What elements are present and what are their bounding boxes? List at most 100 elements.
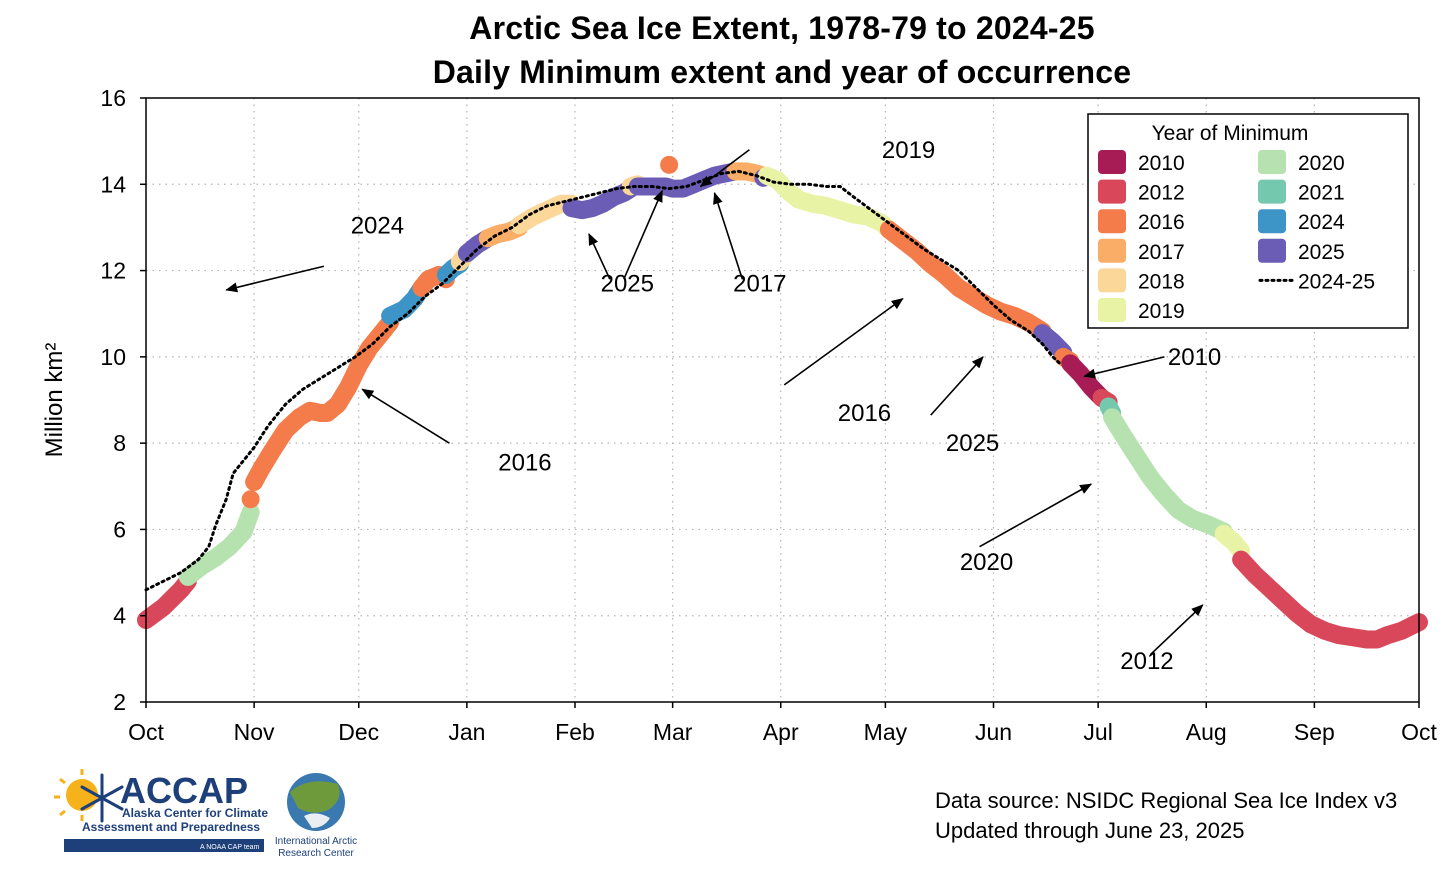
annotation-label: 2019 (882, 137, 935, 164)
series-2019-segment (757, 166, 898, 239)
series-2024-25-line (144, 169, 1062, 592)
series-2020-segment (178, 503, 260, 586)
x-tick-label: Nov (234, 719, 275, 745)
x-tick-label: Jan (448, 719, 485, 745)
y-tick-label: 2 (113, 689, 126, 715)
legend-swatch-2017 (1098, 238, 1126, 263)
legend-swatch-2019 (1098, 298, 1126, 322)
x-tick-label: Jun (975, 719, 1012, 745)
y-tick-label: 8 (113, 430, 126, 456)
outlier-group (660, 155, 679, 174)
legend-label-2018: 2018 (1138, 270, 1185, 293)
accap-line2: Assessment and Preparedness (82, 820, 260, 834)
legend-label-2024: 2024 (1298, 211, 1345, 234)
annotation-arrow (699, 149, 750, 188)
annotation-label: 2025 (601, 271, 654, 298)
legend-label-2025: 2025 (1298, 241, 1345, 264)
x-tick-label: Apr (763, 719, 799, 745)
y-tick-label: 4 (113, 603, 126, 629)
legend-label-2020: 2020 (1298, 152, 1345, 175)
annotation-arrow (783, 297, 904, 386)
annotation-label: 2016 (838, 400, 891, 427)
chart-title: Arctic Sea Ice Extent, 1978-79 to 2024-2… (469, 10, 1095, 46)
x-tick-label: Sep (1294, 719, 1335, 745)
legend-label-2016: 2016 (1138, 211, 1185, 234)
annotation-label: 2020 (960, 549, 1013, 576)
x-tick-label: Oct (1401, 719, 1437, 745)
x-tick-label: Aug (1186, 719, 1227, 745)
accap-name: ACCAP (120, 770, 248, 811)
iarc-line1: International Arctic (275, 836, 357, 847)
y-tick-label: 10 (100, 344, 126, 370)
legend-swatch-2016 (1098, 209, 1126, 234)
series-2016-segment (879, 220, 1052, 340)
annotation-arrow (1149, 604, 1204, 656)
legend-label-2019: 2019 (1138, 300, 1185, 323)
annotation-arrow (713, 191, 744, 280)
annotation-arrow (623, 189, 663, 280)
accap-logo: ACCAP Alaska Center for Climate Assessme… (54, 769, 268, 852)
annotation-label: 2024 (351, 212, 404, 239)
series-2016-segment (241, 490, 260, 509)
annotation-label: 2010 (1168, 344, 1221, 371)
legend-swatch-2025 (1258, 238, 1286, 263)
annotations-group: 2024 2016 2025 2017 2019 2016 2025 2010 2020 2012 (225, 137, 1221, 675)
annotation-arrow (225, 265, 325, 293)
y-tick-label: 14 (100, 171, 126, 197)
data-source-text: Data source: NSIDC Regional Sea Ice Inde… (935, 788, 1398, 813)
x-tick-label: Mar (653, 719, 693, 745)
legend-swatch-2024 (1258, 209, 1286, 234)
plot-frame (145, 97, 1420, 703)
legend-swatch-2010 (1098, 150, 1126, 174)
annotation-label: 2012 (1120, 648, 1173, 675)
x-tick-label: Oct (128, 719, 164, 745)
outlier-2016-point (660, 155, 679, 174)
legend-title: Year of Minimum (1152, 122, 1309, 145)
iarc-logo: International Arctic Research Center (275, 773, 357, 859)
annotation-arrow (1083, 356, 1165, 379)
series-2020-segment (1103, 408, 1233, 541)
accap-tag: A NOAA CAP team (200, 844, 260, 851)
annotation-arrow (979, 483, 1093, 548)
y-axis-label: Million km² (41, 343, 68, 458)
y-tick-label: 16 (100, 85, 126, 111)
series-2016-segment (245, 313, 400, 491)
x-tick-label: Jul (1083, 719, 1112, 745)
x-tick-label: Dec (338, 719, 379, 745)
annotation-arrow (361, 388, 450, 444)
y-tick-label: 6 (113, 516, 126, 542)
accap-bar (64, 839, 264, 852)
legend-swatch-2020 (1258, 150, 1286, 174)
legend-label-2010: 2010 (1138, 152, 1185, 175)
legend-label-2024-25: 2024-25 (1298, 270, 1375, 293)
legend-label-2012: 2012 (1138, 182, 1185, 205)
legend-swatch-2021 (1258, 179, 1286, 204)
legend: Year of Minimum 2010 2012 2016 2017 2018 2019 2… (1087, 113, 1409, 329)
legend-label-2017: 2017 (1138, 241, 1185, 264)
annotation-arrow (588, 232, 611, 280)
series-2025-segment (562, 179, 640, 220)
legend-box (1087, 113, 1409, 329)
x-tick-label: Feb (555, 719, 595, 745)
updated-text: Updated through June 23, 2025 (935, 818, 1245, 843)
iarc-line2: Research Center (278, 848, 354, 859)
legend-label-2021: 2021 (1298, 182, 1345, 205)
legend-swatch-2012 (1098, 179, 1126, 204)
series-2012-segment (137, 572, 197, 630)
chart-subtitle: Daily Minimum extent and year of occurre… (432, 54, 1132, 90)
annotation-label: 2017 (733, 271, 786, 298)
series-2012-segment (1232, 550, 1428, 649)
annotation-label: 2025 (946, 430, 999, 457)
y-tick-label: 12 (100, 258, 126, 284)
annotation-arrow (930, 356, 984, 416)
accap-line1: Alaska Center for Climate (122, 806, 268, 820)
series-group (137, 162, 1428, 649)
x-axis: Oct Nov Dec Jan Feb Mar Apr May Jun Jul Aug Sep Oct (128, 702, 1437, 745)
legend-swatch-2018 (1098, 268, 1126, 293)
y-axis: 2 4 6 8 10 12 14 16 (100, 85, 146, 715)
annotation-label: 2016 (498, 450, 551, 477)
series-2019-segment (1214, 524, 1251, 560)
globe-icon (287, 773, 345, 831)
x-tick-label: May (864, 719, 908, 745)
